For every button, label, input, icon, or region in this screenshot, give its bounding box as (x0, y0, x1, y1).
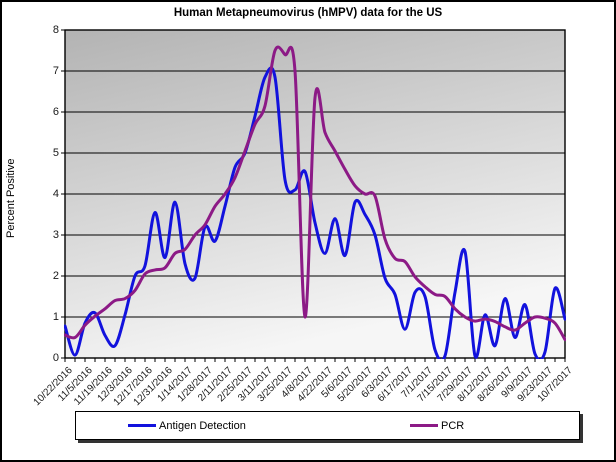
y-tick-label: 6 (52, 105, 59, 118)
plot-border (64, 29, 566, 359)
legend-box: Antigen Detection PCR (75, 411, 580, 440)
pcr-line-sample-icon (410, 424, 438, 427)
series-line-antigen (64, 66, 566, 359)
legend-item-pcr: PCR (410, 412, 464, 439)
chart-title: Human Metapneumovirus (hMPV) data for th… (173, 7, 443, 19)
y-tick-label: 4 (52, 187, 59, 200)
antigen-line-sample-icon (128, 424, 156, 427)
y-tick-label: 2 (52, 269, 59, 282)
legend-item-antigen: Antigen Detection (128, 412, 246, 439)
y-tick-label: 8 (52, 23, 59, 36)
y-tick-label: 7 (52, 64, 59, 77)
y-tick-label: 0 (52, 351, 59, 364)
legend-label-antigen: Antigen Detection (159, 419, 246, 432)
y-tick-label: 1 (52, 310, 59, 323)
legend-label-pcr: PCR (441, 419, 465, 432)
y-tick-label: 3 (52, 228, 59, 241)
y-tick-label: 5 (52, 146, 59, 159)
series-line-pcr (64, 45, 566, 342)
